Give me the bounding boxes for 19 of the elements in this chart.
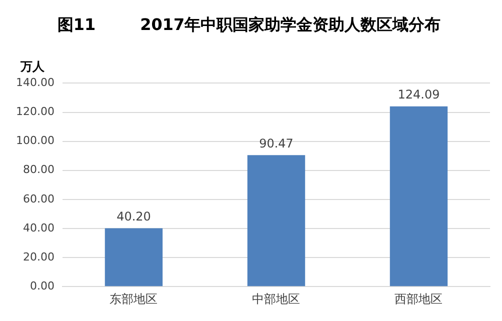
x-tick-label: 西部地区 (394, 292, 443, 306)
bar (247, 155, 306, 286)
y-tick-label: 0.00 (30, 279, 54, 292)
data-label: 124.09 (398, 87, 440, 102)
y-tick-label: 60.00 (22, 192, 54, 206)
data-label: 40.20 (116, 209, 151, 224)
bar (104, 228, 163, 286)
y-tick-label: 40.00 (22, 221, 54, 234)
y-tick-label: 80.00 (22, 163, 54, 176)
x-tick-label: 中部地区 (252, 292, 300, 306)
data-label: 90.47 (259, 136, 294, 150)
bar (390, 106, 448, 286)
y-tick-label: 120.00 (16, 105, 54, 118)
y-tick-label: 100.00 (16, 134, 54, 148)
y-axis-title: 万人 (19, 59, 46, 74)
y-tick-label: 140.00 (16, 76, 54, 90)
chart-title: 图11 2017年中职国家助学金资助人数区域分布 (57, 14, 441, 34)
y-tick-label: 20.00 (22, 250, 54, 264)
x-tick-label: 东部地区 (110, 292, 158, 306)
